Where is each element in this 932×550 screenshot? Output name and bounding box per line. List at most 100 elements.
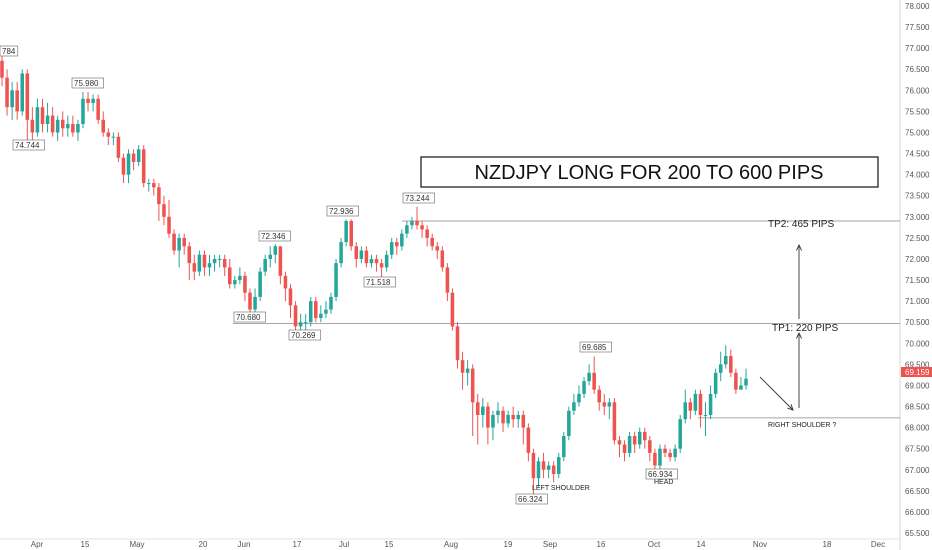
candle — [723, 345, 728, 369]
candle-body — [319, 313, 323, 318]
candle — [622, 440, 627, 462]
candle-body — [126, 153, 131, 175]
candle — [197, 250, 202, 276]
candle — [420, 221, 424, 238]
candle-body — [562, 436, 566, 458]
candle-body — [10, 90, 14, 108]
candle-body — [460, 360, 465, 373]
candle — [298, 313, 303, 331]
candle-body — [238, 275, 242, 281]
y-tick-label: 72.500 — [905, 234, 930, 243]
candle — [212, 254, 217, 272]
candle — [506, 410, 510, 428]
y-tick-label: 73.500 — [905, 192, 930, 201]
candle — [729, 349, 733, 378]
price-callout-text: 75.980 — [74, 79, 99, 88]
y-tick-label: 65.500 — [905, 529, 930, 538]
candle — [81, 92, 85, 129]
candle-body — [744, 378, 748, 386]
candle-body — [71, 124, 75, 133]
candle-body — [288, 288, 293, 306]
candle-body — [592, 372, 596, 390]
level-lines — [233, 220, 900, 419]
price-callout: 70.680 — [233, 311, 266, 323]
time-axis[interactable]: Apr 15 May 20 Jun 17 Jul 15 Aug 19 Sep 16 Oct 14 Nov 18… — [0, 538, 900, 549]
candle-body — [465, 368, 470, 373]
x-tick-label: 20 — [199, 540, 208, 549]
candle — [106, 128, 111, 146]
candle — [35, 98, 40, 137]
last-price-value: 69.159 — [905, 368, 930, 377]
candle-body — [425, 229, 429, 238]
candle — [192, 254, 197, 281]
candle-body — [597, 389, 601, 403]
candle — [359, 246, 364, 264]
candle — [233, 275, 237, 289]
y-tick-label: 77.000 — [905, 44, 930, 53]
candle-body — [222, 258, 227, 268]
candle-body — [653, 452, 657, 466]
candle-body — [147, 183, 151, 185]
y-tick-label: 77.500 — [905, 23, 930, 32]
candle — [703, 402, 708, 437]
candle-body — [81, 98, 85, 125]
candle — [288, 284, 293, 318]
candle — [688, 398, 693, 420]
candle — [597, 385, 601, 411]
candle — [238, 267, 242, 285]
candle-body — [248, 292, 252, 310]
price-axis[interactable]: 65.500 66.000 66.500 67.000 67.500 68.000 68.5… — [899, 0, 930, 550]
chart-title: NZDJPY LONG FOR 200 TO 600 PIPS — [474, 162, 823, 184]
candle-body — [253, 296, 257, 310]
candle-body — [410, 221, 414, 226]
candle — [663, 444, 667, 458]
y-tick-label: 74.000 — [905, 171, 930, 180]
price-callout-text: 74.744 — [15, 141, 40, 150]
y-tick-label: 78.000 — [905, 2, 930, 11]
candle-body — [546, 465, 551, 470]
candle-body — [207, 263, 212, 268]
candle-body — [162, 204, 166, 217]
price-callout-text: 70.680 — [236, 313, 261, 322]
candle — [207, 254, 212, 276]
candle-body — [617, 440, 622, 445]
price-callout-text: 73.244 — [405, 194, 430, 203]
candle — [693, 389, 698, 415]
candle — [202, 250, 207, 276]
candle-body — [111, 136, 116, 138]
x-tick-label: Sep — [543, 540, 558, 549]
candle — [567, 406, 571, 441]
candle — [116, 132, 121, 162]
candle-body — [227, 267, 232, 285]
candle-body — [496, 410, 500, 415]
candle-body — [739, 385, 743, 390]
candle — [187, 242, 192, 281]
candle-body — [541, 461, 546, 470]
y-tick-label: 76.000 — [905, 86, 930, 95]
candle — [556, 452, 561, 479]
price-callout-box — [233, 311, 266, 323]
y-tick-label: 67.000 — [905, 466, 930, 475]
candle-body — [389, 242, 394, 255]
head-label: HEAD — [654, 479, 673, 486]
candle — [121, 153, 126, 184]
candle-body — [369, 258, 374, 264]
candle — [400, 229, 404, 251]
candle-body — [182, 237, 186, 247]
candle-body — [475, 402, 480, 415]
candle — [20, 69, 25, 116]
candle — [268, 246, 273, 268]
candle-body — [718, 364, 723, 373]
candle — [308, 296, 313, 327]
price-callout: 70.269 — [288, 329, 321, 341]
candle-body — [486, 406, 490, 428]
candle — [364, 246, 369, 268]
candle-body — [491, 414, 495, 428]
candle — [511, 406, 515, 428]
y-tick-label: 71.000 — [905, 297, 930, 306]
candle — [55, 115, 60, 141]
candle-body — [136, 149, 141, 162]
candle-body — [131, 153, 136, 162]
y-tick-label: 69.500 — [905, 360, 930, 369]
